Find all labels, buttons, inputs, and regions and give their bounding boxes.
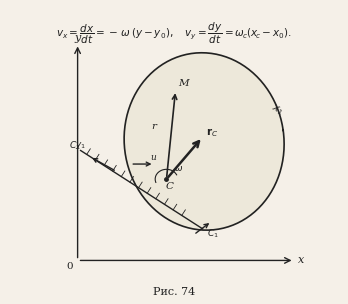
Text: $y_1$: $y_1$ [74, 140, 86, 151]
Polygon shape [124, 53, 284, 230]
Text: y: y [74, 33, 81, 43]
Text: 0: 0 [67, 262, 73, 271]
Text: $x_1$: $x_1$ [269, 102, 285, 118]
Text: $C_1$: $C_1$ [207, 227, 219, 240]
Text: u: u [150, 153, 156, 161]
Text: $v_x = \dfrac{dx}{dt} = -\,\omega\,(y - y_0),\quad v_y = \dfrac{dy}{dt} = \omega: $v_x = \dfrac{dx}{dt} = -\,\omega\,(y - … [56, 21, 292, 46]
Text: C: C [166, 182, 174, 191]
Text: $C_1$: $C_1$ [69, 140, 80, 153]
Text: x: x [298, 255, 304, 265]
Text: r: r [151, 122, 156, 131]
Text: $\mathbf{r}_C$: $\mathbf{r}_C$ [206, 126, 218, 139]
Text: M: M [179, 79, 189, 88]
Text: Рис. 74: Рис. 74 [153, 287, 195, 297]
Text: $\omega$: $\omega$ [174, 164, 183, 173]
